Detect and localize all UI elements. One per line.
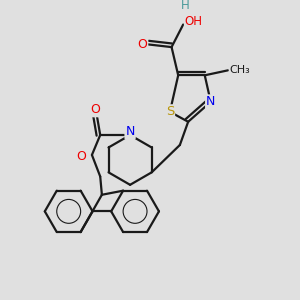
Text: O: O: [76, 150, 86, 163]
Text: H: H: [181, 0, 189, 12]
Text: OH: OH: [185, 15, 203, 28]
Text: N: N: [125, 125, 135, 138]
Text: N: N: [206, 95, 215, 108]
Text: S: S: [166, 105, 174, 118]
Text: O: O: [137, 38, 147, 51]
Text: CH₃: CH₃: [230, 65, 250, 75]
Text: O: O: [90, 103, 100, 116]
